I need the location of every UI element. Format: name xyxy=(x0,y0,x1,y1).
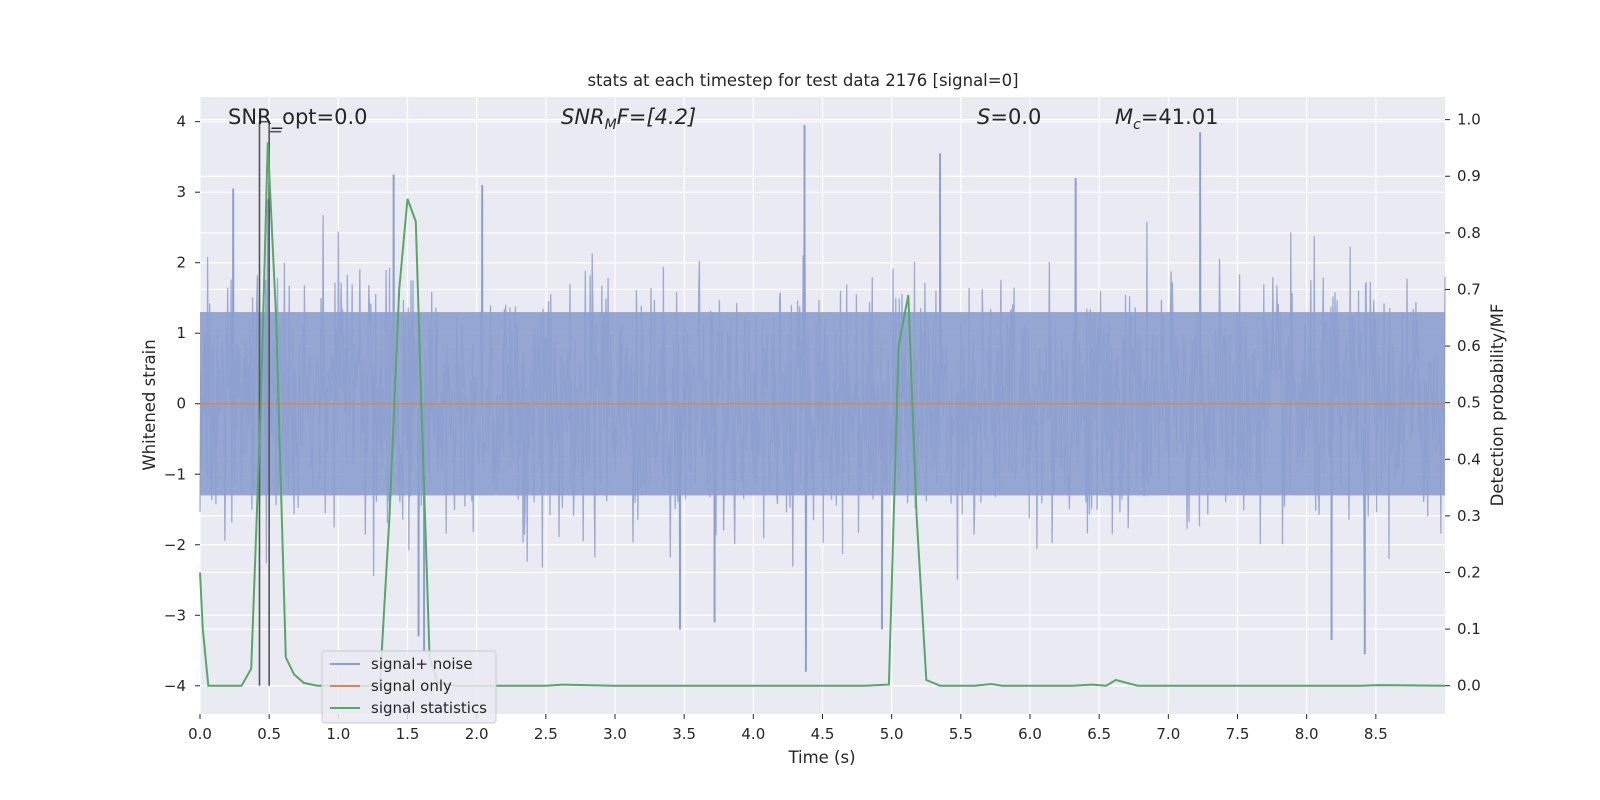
y-right-tick-label: 1.0 xyxy=(1457,111,1481,129)
y-right-tick-label: 0.9 xyxy=(1457,167,1481,185)
legend-box xyxy=(321,650,497,724)
y-axis-right-label: Detection probability/MF xyxy=(1488,304,1507,507)
annotation-snr-mf-sub: M xyxy=(605,117,617,133)
x-tick-label: 1.0 xyxy=(326,725,350,743)
x-tick-label: 4.0 xyxy=(741,725,765,743)
x-tick-label: 3.0 xyxy=(603,725,627,743)
x-tick-label: 7.5 xyxy=(1226,725,1250,743)
legend: signal+ noise signal only signal statist… xyxy=(321,650,497,724)
x-axis-ticks: 0.0 0.5 1.0 1.5 2.0 2.5 3.0 3.5 4.0 4.5 5.0 5.5 6.0 6… xyxy=(188,714,1388,743)
y-right-tick-label: 0.1 xyxy=(1457,620,1481,638)
annotation-mc: Mc=41.01 xyxy=(1115,105,1219,133)
snr-marker-lines xyxy=(258,120,282,686)
annotation-snr-opt: SNR_opt=0.0 xyxy=(228,105,368,130)
x-tick-label: 0.0 xyxy=(188,725,212,743)
y-right-tick-label: 0.8 xyxy=(1457,224,1481,242)
x-tick-label: 8.5 xyxy=(1364,725,1388,743)
y-axis-left-label: Whitened strain xyxy=(140,339,159,470)
annotation-snr-mf-main: SNR xyxy=(561,105,605,129)
x-tick-label: 2.5 xyxy=(534,725,558,743)
x-tick-label: 2.0 xyxy=(465,725,489,743)
annotation-snr-mf-rest: F=[4.2] xyxy=(617,105,696,129)
y-left-tick-label: 3 xyxy=(176,183,186,201)
y-right-tick-label: 0.2 xyxy=(1457,563,1481,581)
annotation-s: S=0.0 xyxy=(977,105,1041,129)
x-axis-label: Time (s) xyxy=(787,748,855,767)
x-tick-label: 3.5 xyxy=(672,725,696,743)
annotation-mc-main: M xyxy=(1115,105,1133,129)
y-axis-left-ticks: −4 −3 −2 −1 0 1 2 3 4 xyxy=(164,113,200,695)
y-right-tick-label: 0.4 xyxy=(1457,450,1481,468)
y-left-tick-label: −2 xyxy=(164,536,186,554)
y-right-tick-label: 0.3 xyxy=(1457,507,1481,525)
annotation-snr-mf: SNRMF=[4.2] xyxy=(561,105,696,133)
series-signal-statistics xyxy=(199,142,1446,687)
chart-title: stats at each timestep for test data 217… xyxy=(587,71,1018,90)
legend-label-noise: signal+ noise xyxy=(371,655,473,673)
x-tick-label: 4.5 xyxy=(811,725,835,743)
y-right-tick-label: 0.5 xyxy=(1457,394,1481,412)
y-left-tick-label: −1 xyxy=(164,465,186,483)
x-tick-label: 7.0 xyxy=(1156,725,1180,743)
y-right-tick-label: 0.7 xyxy=(1457,280,1481,298)
annotation-mc-rest: =41.01 xyxy=(1141,105,1219,129)
y-left-tick-label: 4 xyxy=(176,113,186,131)
annotation-mc-sub: c xyxy=(1133,117,1141,133)
x-tick-label: 6.5 xyxy=(1087,725,1111,743)
legend-label-statistics: signal statistics xyxy=(371,699,487,717)
legend-label-signal-only: signal only xyxy=(371,677,452,695)
x-tick-label: 5.0 xyxy=(880,725,904,743)
annotation-s-rest: =0.0 xyxy=(990,105,1041,129)
x-tick-label: 5.5 xyxy=(949,725,973,743)
y-left-tick-label: 1 xyxy=(176,324,186,342)
y-left-tick-label: −4 xyxy=(164,677,186,695)
y-right-tick-label: 0.0 xyxy=(1457,677,1481,695)
statistics-line xyxy=(199,142,1446,687)
annotation-s-main: S xyxy=(977,105,990,129)
y-left-tick-label: 2 xyxy=(176,254,186,272)
y-left-tick-label: −3 xyxy=(164,606,186,624)
y-axis-right-ticks: 0.0 0.1 0.2 0.3 0.4 0.5 0.6 0.7 0.8 0.9 1.0 xyxy=(1445,111,1481,695)
x-tick-label: 1.5 xyxy=(396,725,420,743)
x-tick-label: 6.0 xyxy=(1018,725,1042,743)
x-tick-label: 0.5 xyxy=(257,725,281,743)
y-left-tick-label: 0 xyxy=(176,395,186,413)
y-right-tick-label: 0.6 xyxy=(1457,337,1481,355)
x-tick-label: 8.0 xyxy=(1295,725,1319,743)
